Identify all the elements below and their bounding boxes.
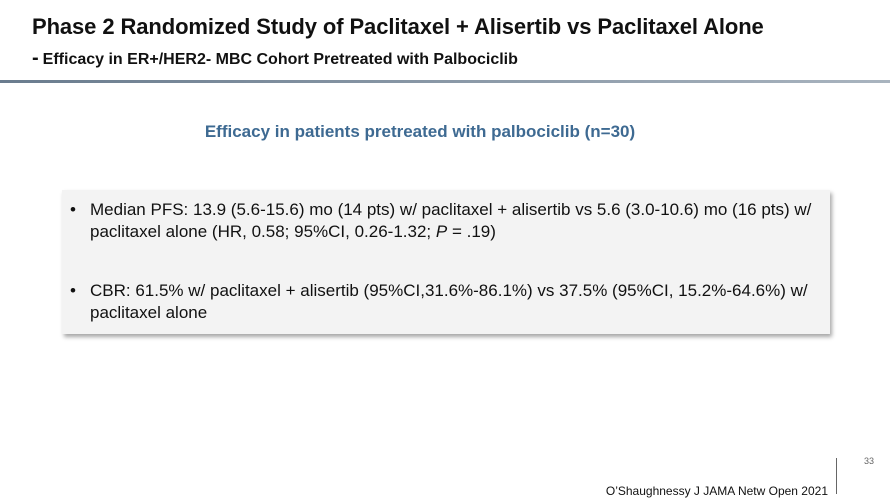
bullet-text: CBR: 61.5% w/ paclitaxel + alisertib (95… xyxy=(90,281,808,322)
bullet-text: Median PFS: 13.9 (5.6-15.6) mo (14 pts) … xyxy=(90,200,812,241)
header-rule xyxy=(0,80,890,83)
slide-subtitle: - Efficacy in ER+/HER2- MBC Cohort Pretre… xyxy=(32,47,518,70)
bullet: CBR: 61.5% w/ paclitaxel + alisertib (95… xyxy=(70,280,830,324)
subtitle-text: Efficacy in ER+/HER2- MBC Cohort Pretrea… xyxy=(42,51,518,68)
bullet-text: P xyxy=(435,222,448,241)
slide-title: Phase 2 Randomized Study of Paclitaxel +… xyxy=(32,14,764,39)
bullet: Median PFS: 13.9 (5.6-15.6) mo (14 pts) … xyxy=(70,199,830,243)
subtitle-dash: - xyxy=(32,47,39,69)
page-number: 33 xyxy=(864,456,875,466)
bullet-text: = .19) xyxy=(447,222,496,241)
bullet-list: Median PFS: 13.9 (5.6-15.6) mo (14 pts) … xyxy=(62,199,830,324)
citation: O’Shaughnessy J JAMA Netw Open 2021 xyxy=(605,484,828,498)
content-box: Median PFS: 13.9 (5.6-15.6) mo (14 pts) … xyxy=(62,190,830,334)
section-heading: Efficacy in patients pretreated with pal… xyxy=(204,122,636,141)
footer-divider xyxy=(836,458,837,494)
